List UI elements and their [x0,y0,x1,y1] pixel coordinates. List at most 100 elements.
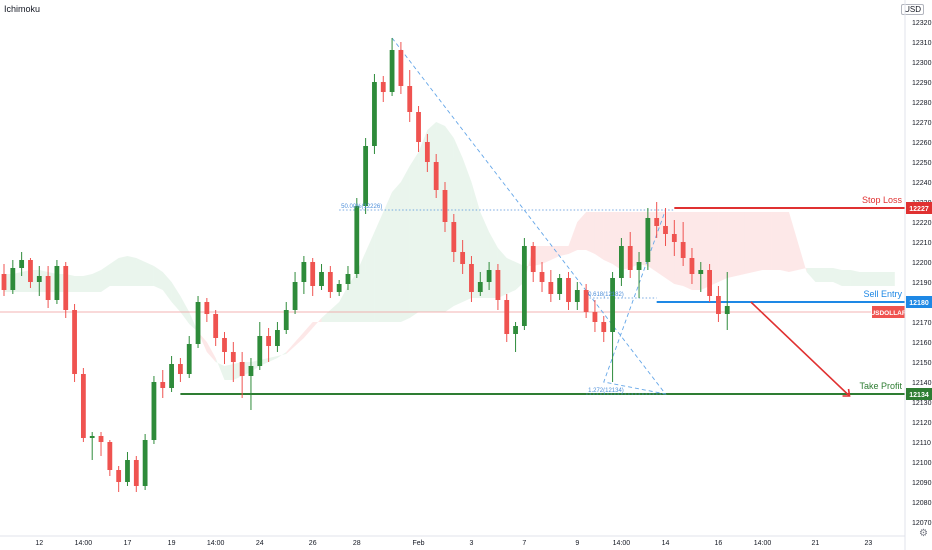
cloud-segment [797,242,807,272]
cloud-segment [603,212,613,264]
candle-body [336,284,342,292]
x-tick-label: 14:00 [75,540,93,547]
price-badge-label: 12180 [909,300,929,307]
y-tick-label: 12120 [912,420,932,427]
candle-body [142,440,148,486]
cloud-segment [577,212,587,250]
cloud-segment [780,212,789,272]
x-tick-label: 28 [353,540,361,547]
candle-body [257,336,263,366]
cloud-segment [762,212,772,270]
cloud-segment [303,322,313,338]
candle-body [283,310,289,330]
cloud-segment [665,212,675,284]
cloud-segment [788,212,798,272]
symbol-badge-label: USDOLLAR [870,310,906,317]
cloud-segment [550,246,560,260]
candle-body [566,278,571,302]
cloud-segment [736,212,745,276]
currency-label[interactable]: USD [901,4,924,15]
candle-body [10,268,16,290]
candle-body [574,290,580,302]
x-tick-label: 19 [168,540,176,547]
price-badge-label: 12227 [909,206,929,213]
candle-body [627,246,633,270]
candle-body [372,82,377,146]
candle-body [619,246,624,278]
candle-body [477,282,483,292]
annotations: Stop Loss Sell Entry Take Profit 50.00%(122… [341,195,907,397]
candle-body [248,366,254,376]
cloud-segment [312,318,322,328]
candle-body [89,436,95,438]
level-label: Take Profit [859,381,902,391]
cloud-segment [718,212,728,282]
cloud-segment [815,268,825,282]
x-tick-label: 14:00 [613,540,631,547]
cloud-segment [145,262,154,286]
candle-body [469,264,474,292]
x-tick-label: 3 [470,540,474,547]
candle-body [178,364,183,374]
candle-body [45,276,51,300]
cloud-segment [886,272,895,286]
candle-body [275,330,280,346]
settings-icon[interactable]: ⚙ [919,528,928,539]
y-tick-label: 12310 [912,40,932,47]
cloud-segment [127,256,137,286]
candle-body [80,374,86,438]
candle-body [19,260,25,268]
x-tick-label: 14:00 [207,540,225,547]
y-tick-label: 12110 [912,440,931,447]
candle-body [433,162,439,190]
y-tick-label: 12150 [912,360,932,367]
x-tick-label: 14:00 [754,540,772,547]
cloud-segment [383,192,393,322]
ichimoku-cloud [4,122,895,380]
candle-body [416,112,421,142]
cloud-segment [277,352,287,358]
candle-body [654,218,660,226]
cloud-segment [594,212,604,260]
candle-body [125,460,130,482]
level-label: Stop Loss [862,195,903,205]
candles [1,38,730,492]
candle-body [645,218,651,262]
x-tick-label: 14 [662,540,670,547]
candle-body [689,258,695,274]
candle-body [724,306,730,314]
candle-body [160,382,166,388]
cloud-segment [162,272,172,302]
candle-body [345,274,351,284]
candle-body [716,296,721,314]
cloud-segment [74,276,84,292]
x-tick-label: 12 [35,540,43,547]
trade-lines [0,37,905,395]
cloud-segment [400,166,410,322]
y-tick-label: 12190 [912,280,932,287]
cloud-segment [877,272,886,286]
y-tick-label: 12170 [912,320,932,327]
candle-body [310,262,316,286]
y-tick-label: 12130 [912,400,932,407]
candle-body [1,274,7,290]
candle-body [327,272,333,292]
candle-body [486,270,492,282]
y-tick-label: 12300 [912,60,932,67]
cloud-segment [347,272,357,322]
cloud-segment [295,332,304,346]
cloud-segment [506,258,516,294]
cloud-segment [374,212,384,322]
candle-body [72,310,77,374]
candle-body [583,290,589,312]
candle-body [54,266,60,300]
cloud-segment [727,212,737,278]
candle-body [98,436,104,442]
candle-body [230,352,236,362]
cloud-segment [109,258,119,286]
cloud-segment [418,130,428,312]
y-tick-label: 12160 [912,340,932,347]
cloud-segment [568,222,578,254]
